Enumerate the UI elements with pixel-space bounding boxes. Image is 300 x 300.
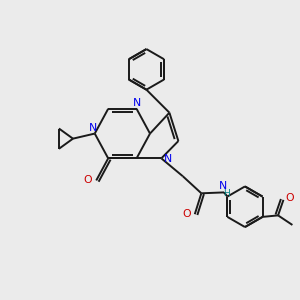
Text: N: N — [89, 123, 98, 133]
Text: N: N — [132, 98, 141, 108]
Text: H: H — [223, 189, 230, 198]
Text: O: O — [286, 194, 294, 203]
Text: O: O — [84, 175, 92, 185]
Text: N: N — [164, 154, 172, 164]
Text: N: N — [219, 181, 227, 191]
Text: O: O — [182, 208, 191, 219]
